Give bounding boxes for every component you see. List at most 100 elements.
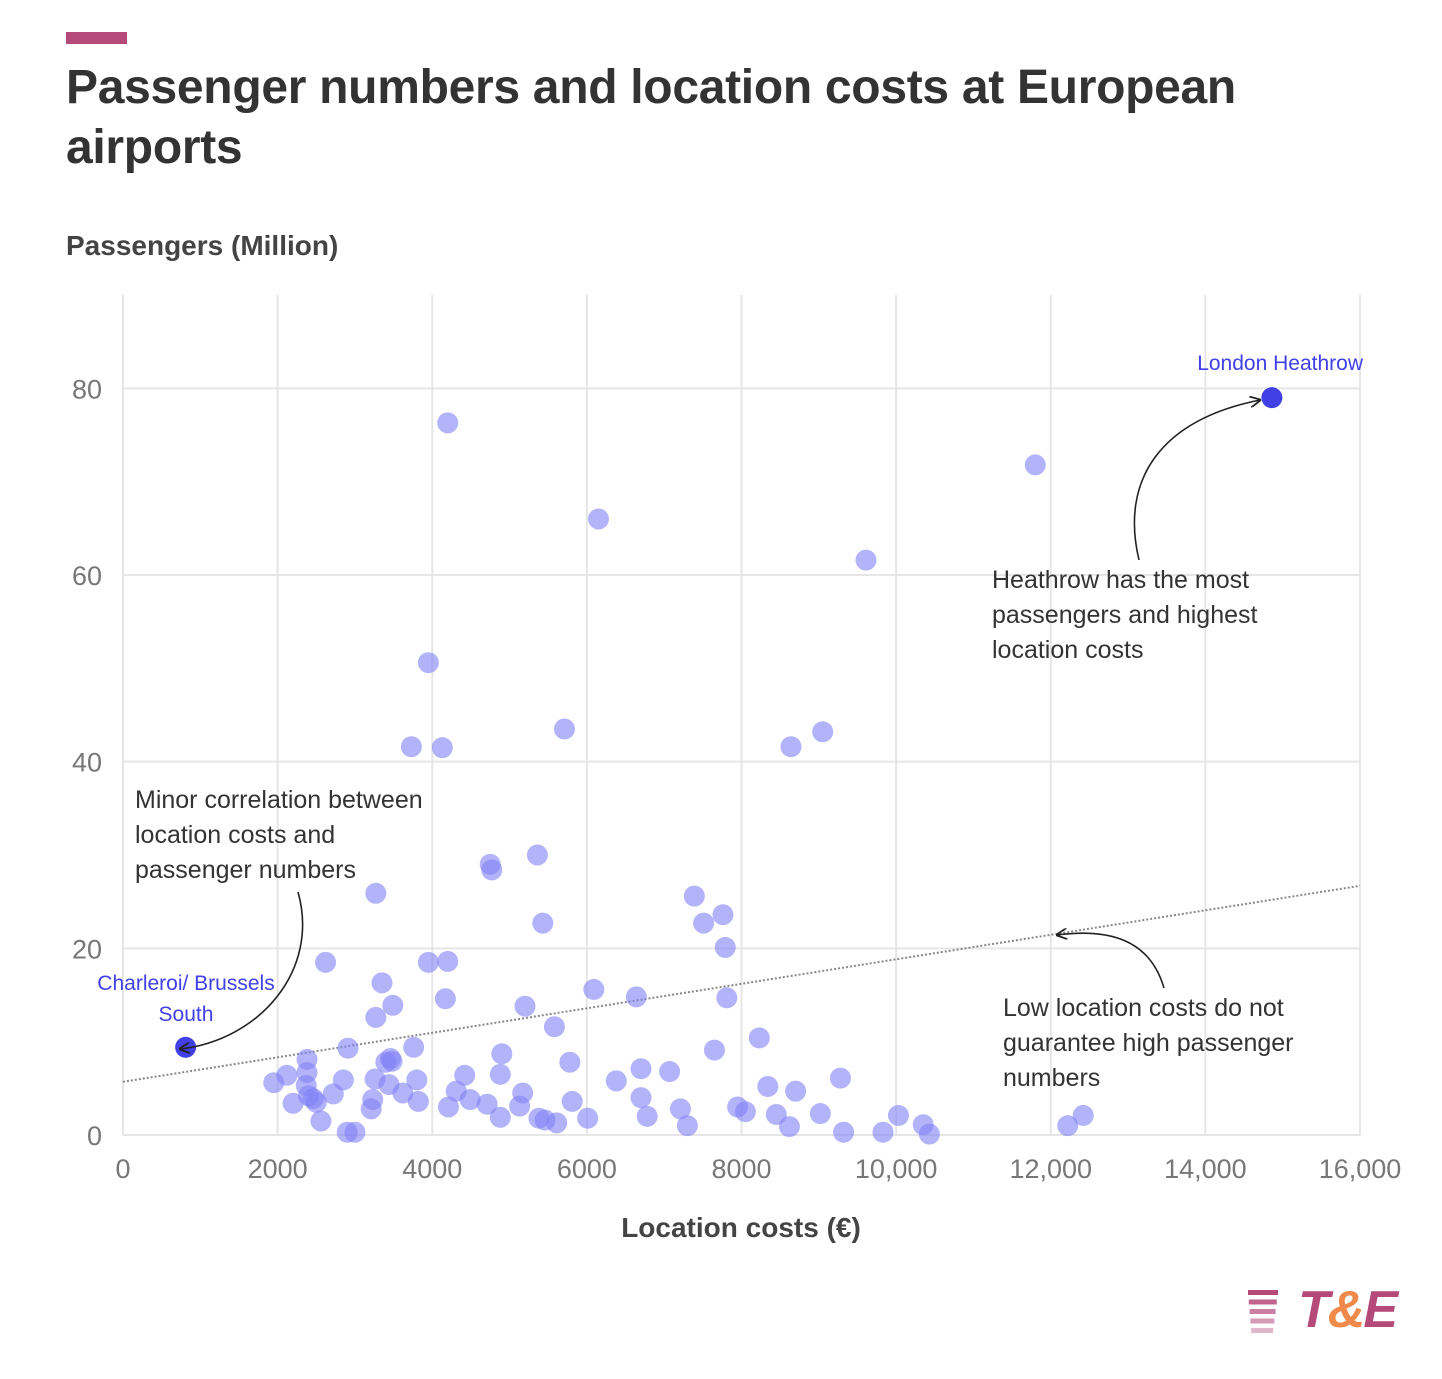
data-point (365, 882, 387, 904)
data-point (431, 737, 453, 759)
data-point (693, 912, 715, 934)
annotation-heathrow: Heathrow has the most passengers and hig… (992, 400, 1260, 664)
data-point (489, 1063, 511, 1085)
data-point (315, 951, 337, 973)
axis-ticks: 0 2000 4000 6000 8000 10,000 12,000 14,000 16,00… (72, 374, 1401, 1184)
data-point (437, 1096, 459, 1118)
data-point (872, 1121, 894, 1143)
annotation-line: location costs (992, 636, 1143, 664)
data-point (748, 1027, 770, 1049)
data-point (481, 859, 503, 881)
data-point (417, 951, 439, 973)
data-point (812, 721, 834, 743)
data-point (605, 1070, 627, 1092)
data-point (371, 972, 393, 994)
data-point (561, 1090, 583, 1112)
x-tick-label: 6000 (557, 1154, 617, 1184)
highlighted-point (1261, 387, 1283, 409)
x-tick-label: 4000 (402, 1154, 462, 1184)
data-point (577, 1107, 599, 1129)
logo-glyph: T (1298, 1281, 1330, 1339)
data-point (630, 1087, 652, 1109)
data-point (332, 1069, 354, 1091)
logo-stripe (1249, 1309, 1276, 1314)
y-axis-label: Passengers (Million) (66, 230, 339, 261)
data-point (1057, 1115, 1079, 1137)
data-point (400, 736, 422, 758)
charleroi-label-line-2: South (159, 1003, 214, 1026)
trendline-group (122, 884, 1361, 1083)
x-tick-label: 16,000 (1319, 1154, 1402, 1184)
data-point (559, 1051, 581, 1073)
data-point (855, 549, 877, 571)
y-tick-label: 20 (72, 934, 102, 964)
x-tick-label: 14,000 (1164, 1154, 1247, 1184)
data-point (757, 1075, 779, 1097)
data-point (780, 736, 802, 758)
data-point (734, 1101, 756, 1123)
annotation-arrow (180, 891, 304, 1049)
data-point (476, 1093, 498, 1115)
x-tick-label: 10,000 (855, 1154, 938, 1184)
data-point (282, 1092, 304, 1114)
data-point (918, 1123, 940, 1145)
data-point (630, 1058, 652, 1080)
x-tick-label: 8000 (711, 1154, 771, 1184)
data-point (437, 412, 459, 434)
data-point (703, 1039, 725, 1061)
heathrow-label: London Heathrow (1197, 352, 1364, 375)
data-point (382, 994, 404, 1016)
data-point (407, 1090, 429, 1112)
data-point (509, 1095, 531, 1117)
data-point (526, 844, 548, 866)
chart-title: Passenger numbers and location costs at … (66, 61, 1236, 174)
data-point (714, 936, 736, 958)
data-point (305, 1091, 327, 1113)
logo-stripe (1250, 1318, 1275, 1324)
annotation-line: guarantee high passenger (1003, 1029, 1294, 1057)
data-point (1072, 1104, 1094, 1126)
y-tick-label: 0 (87, 1121, 102, 1151)
logo-stripe (1248, 1299, 1277, 1305)
annotation-line: Minor correlation between (135, 786, 423, 814)
annotation-line: numbers (1003, 1064, 1100, 1092)
accent-bar (66, 32, 127, 44)
trendline (122, 884, 1361, 1083)
data-point (546, 1112, 568, 1134)
data-point (659, 1061, 681, 1083)
data-point (669, 1098, 691, 1120)
data-point (437, 950, 459, 972)
data-point (489, 1106, 511, 1128)
x-tick-label: 0 (115, 1154, 130, 1184)
data-point (337, 1037, 359, 1059)
data-point (587, 508, 609, 530)
data-point (543, 1016, 565, 1038)
data-point (833, 1121, 855, 1143)
annotation-low-costs: Low location costs do not guarantee high… (1003, 933, 1294, 1092)
annotation-line: passengers and highest (992, 601, 1258, 629)
data-point (310, 1110, 332, 1132)
data-point (683, 885, 705, 907)
data-point (716, 987, 738, 1009)
data-point (454, 1064, 476, 1086)
data-point (403, 1036, 425, 1058)
x-axis-label: Location costs (€) (621, 1212, 861, 1243)
logo-stripes-icon (1248, 1290, 1278, 1333)
data-point (344, 1121, 366, 1143)
logo-glyph: & (1327, 1281, 1366, 1339)
data-point (514, 995, 536, 1017)
data-point (365, 1006, 387, 1028)
data-point (459, 1089, 481, 1111)
logo-stripe (1251, 1328, 1274, 1333)
data-point (276, 1064, 298, 1086)
annotation-line: passenger numbers (135, 856, 356, 884)
x-tick-label: 2000 (248, 1154, 308, 1184)
logo-glyph: E (1363, 1281, 1398, 1339)
data-point (491, 1043, 513, 1065)
data-point (434, 988, 456, 1010)
y-tick-label: 40 (72, 748, 102, 778)
data-point (636, 1105, 658, 1127)
data-point (392, 1082, 414, 1104)
data-point (381, 1050, 403, 1072)
